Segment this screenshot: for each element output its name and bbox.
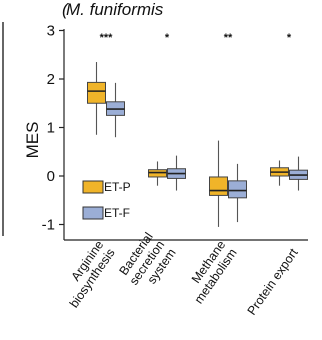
- y-tick-label: 2: [47, 71, 55, 88]
- box-et-f-0: [106, 82, 125, 138]
- legend-swatch-etf: [82, 206, 104, 220]
- significance-mark: **: [224, 32, 233, 44]
- significance-mark: ***: [100, 32, 114, 44]
- legend: ET-P ET-F: [82, 180, 131, 220]
- y-axis-label: MES: [23, 122, 42, 159]
- box-body: [228, 180, 247, 199]
- box-et-f-1: [167, 155, 186, 191]
- chart-title-prefix: (: [62, 0, 70, 19]
- box-et-p-1: [148, 161, 167, 186]
- significance-mark: *: [287, 32, 292, 44]
- box-et-p-0: [87, 62, 106, 135]
- category-label: Methanemetabolism: [180, 238, 240, 306]
- legend-label-etf: ET-F: [104, 206, 130, 220]
- box-body: [87, 81, 106, 104]
- category-label: Argininebiosynthesis: [55, 238, 117, 310]
- box-et-f-2: [228, 163, 247, 223]
- category-labels: ArgininebiosynthesisBacterialsecretionsy…: [55, 230, 301, 318]
- box-groups: [87, 62, 308, 227]
- category-label: Protein export: [245, 246, 301, 318]
- box-et-p-3: [270, 160, 289, 186]
- box-et-p-2: [209, 140, 228, 227]
- y-tick-label: 1: [47, 120, 55, 137]
- significance-mark: *: [165, 32, 170, 44]
- significance-marks: *** * ** *: [100, 32, 292, 44]
- y-tick-label: -1: [42, 217, 55, 234]
- box-et-f-3: [289, 156, 308, 191]
- box-body: [209, 176, 228, 196]
- legend-swatch-etp: [82, 180, 104, 194]
- y-tick-label: 0: [47, 168, 55, 185]
- y-ticks: -1 0 1 2 3: [42, 23, 64, 234]
- chart-title: M. funiformis: [66, 0, 164, 19]
- category-label-line: Protein export: [245, 246, 301, 318]
- legend-label-etp: ET-P: [104, 180, 131, 194]
- y-tick-label: 3: [47, 23, 55, 40]
